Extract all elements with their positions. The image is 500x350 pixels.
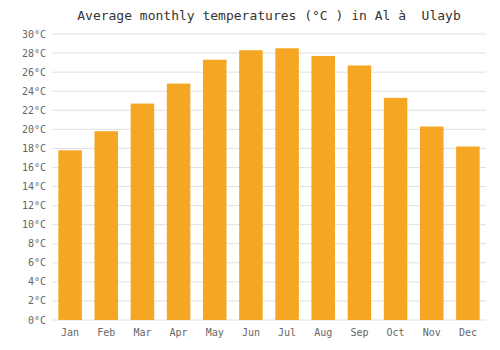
grid-line: [52, 53, 486, 54]
bar: [58, 150, 82, 320]
bar: [275, 48, 299, 320]
y-tick-label: 10°C: [22, 219, 46, 230]
grid-line: [52, 72, 486, 73]
x-tick-label: Aug: [314, 327, 332, 338]
y-tick-label: 14°C: [22, 181, 46, 192]
y-tick-label: 28°C: [22, 48, 46, 59]
bar: [94, 131, 118, 320]
bar: [420, 126, 444, 320]
x-tick-label: Dec: [459, 327, 477, 338]
y-tick-label: 26°C: [22, 67, 46, 78]
x-tick-label: Jun: [242, 327, 260, 338]
x-tick-label: May: [206, 327, 224, 338]
y-tick-label: 12°C: [22, 200, 46, 211]
y-tick-label: 8°C: [28, 238, 46, 249]
bar: [203, 60, 227, 320]
bar: [348, 65, 372, 320]
x-tick-label: Mar: [133, 327, 151, 338]
bars: [58, 48, 479, 320]
bar: [384, 98, 408, 320]
bar: [167, 84, 191, 320]
bar: [131, 104, 155, 320]
grid-line: [52, 34, 486, 35]
x-tick-label: Jan: [61, 327, 79, 338]
y-tick-label: 20°C: [22, 124, 46, 135]
x-tick-label: Sep: [350, 327, 368, 338]
y-tick-label: 2°C: [28, 295, 46, 306]
y-tick-label: 4°C: [28, 276, 46, 287]
y-tick-label: 30°C: [22, 29, 46, 40]
y-tick-label: 22°C: [22, 105, 46, 116]
y-tick-label: 18°C: [22, 143, 46, 154]
chart-container: Average monthly temperatures (°C ) in Al…: [0, 0, 500, 350]
x-tick-label: Oct: [387, 327, 405, 338]
grid: [52, 34, 486, 320]
chart: Average monthly temperatures (°C ) in Al…: [0, 0, 500, 350]
bar: [456, 146, 480, 320]
x-axis: Jan Feb Mar Apr May Jun Jul Aug Sep Oct Nov Dec: [61, 327, 477, 338]
title: Average monthly temperatures (°C ) in Al…: [77, 8, 461, 23]
x-tick-label: Nov: [423, 327, 441, 338]
y-tick-label: 6°C: [28, 257, 46, 268]
x-tick-label: Apr: [170, 327, 188, 338]
x-tick-label: Feb: [97, 327, 115, 338]
bar: [239, 50, 263, 320]
y-tick-label: 0°C: [28, 315, 46, 326]
y-tick-label: 24°C: [22, 86, 46, 97]
x-tick-label: Jul: [278, 327, 296, 338]
grid-line: [52, 91, 486, 92]
bar: [311, 56, 335, 320]
y-axis: 0°C 2°C 4°C 6°C 8°C 10°C 12°C 14°C 16°C 18°C 20°C 2…: [22, 29, 46, 326]
y-tick-label: 16°C: [22, 162, 46, 173]
grid-line: [52, 110, 486, 111]
